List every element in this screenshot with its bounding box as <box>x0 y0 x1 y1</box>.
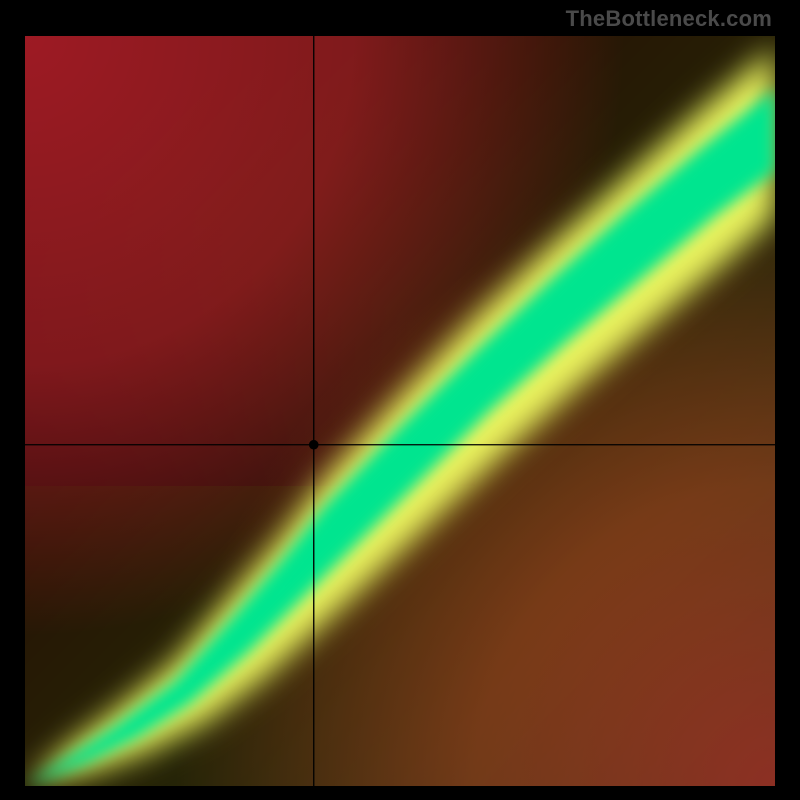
watermark-text: TheBottleneck.com <box>566 6 772 32</box>
crosshair-dot <box>309 440 319 450</box>
bottleneck-heatmap <box>25 36 775 786</box>
